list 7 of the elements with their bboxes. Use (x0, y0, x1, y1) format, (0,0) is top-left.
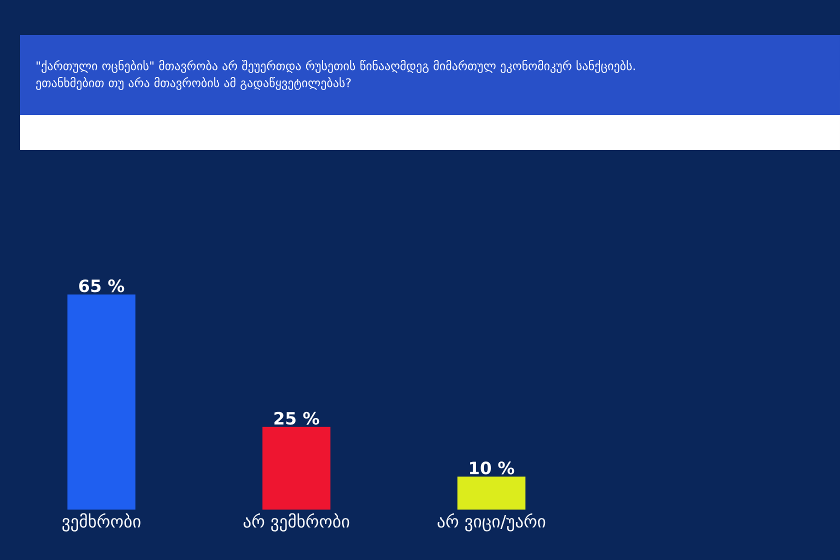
data-label: 25 % (274, 412, 320, 425)
chart-title: "ქართული ოცნების" მთავრობა არ შეუერთდა რუსეთის წინააღმდეგ მიმართულ ეკონომიკურ სანქციებს. ეთანხმებით თუ არა მთავრობის ამ გადაწყვეტილებას? (36, 60, 635, 90)
x-tick-label: არ ვიცი/უარი (438, 513, 546, 532)
data-label: 10 % (470, 462, 514, 474)
x-tick-label: არ ვემხრობი (244, 513, 350, 532)
data-label: 65 % (79, 279, 124, 292)
x-tick-label: ვემხრობი (62, 513, 140, 532)
